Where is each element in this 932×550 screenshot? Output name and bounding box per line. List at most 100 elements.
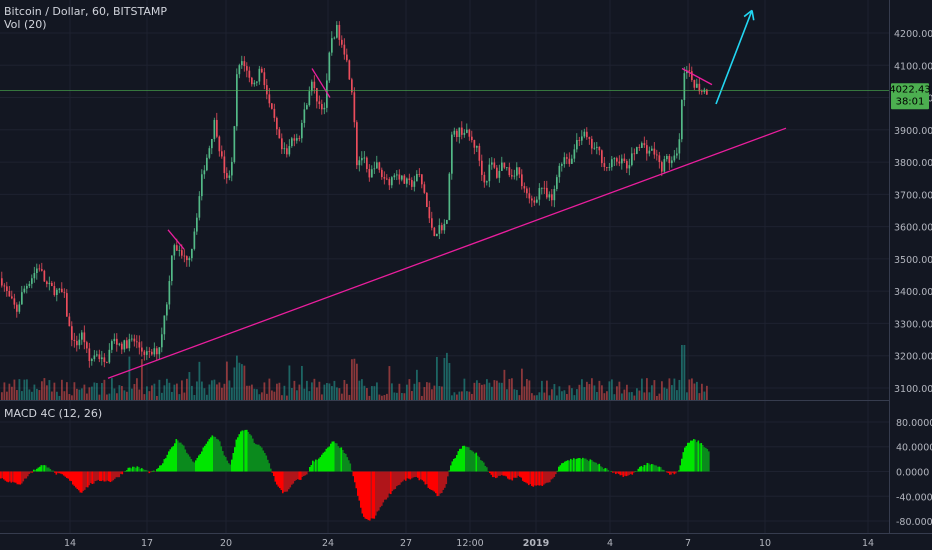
volume-bar	[668, 378, 671, 400]
macd-bar	[288, 471, 290, 490]
macd-bar	[18, 471, 20, 485]
projection-arrow-head[interactable]	[743, 9, 753, 18]
macd-bar	[699, 443, 701, 472]
candle-body	[571, 158, 573, 164]
macd-bar	[673, 471, 676, 475]
macd-bar	[330, 443, 332, 472]
volume-bar	[676, 390, 678, 400]
volume-bar	[391, 383, 393, 400]
volume-legend[interactable]: Vol (20)	[4, 18, 47, 31]
candle-body	[431, 218, 433, 228]
time-tick-label: 4	[607, 538, 613, 549]
volume-bar	[501, 382, 503, 400]
macd-bar	[513, 471, 515, 478]
volume-bar	[28, 389, 31, 400]
volume-bar	[561, 391, 563, 400]
candle-body	[113, 338, 116, 342]
macd-bar	[618, 471, 620, 474]
projection-arrow-shaft[interactable]	[715, 10, 753, 105]
macd-bar	[361, 471, 364, 514]
macd-bar	[628, 471, 631, 475]
candle-body	[3, 285, 6, 287]
volume-bar	[331, 386, 333, 400]
trendline[interactable]	[107, 127, 787, 379]
macd-bar	[190, 459, 193, 472]
volume-bar	[336, 387, 338, 400]
volume-bar	[278, 382, 281, 400]
macd-bar	[666, 471, 668, 473]
macd-bar	[216, 438, 218, 472]
candle-body	[296, 138, 298, 141]
volume-bar	[396, 392, 398, 400]
volume-bar	[133, 384, 136, 400]
macd-bar	[39, 466, 41, 472]
volume-bar	[23, 379, 26, 400]
candle-body	[371, 169, 373, 178]
macd-bar	[150, 471, 152, 473]
volume-bar	[383, 395, 386, 400]
candle-body	[583, 131, 586, 137]
candle-body	[596, 146, 598, 148]
macd-bar	[204, 445, 206, 472]
candle-body	[228, 175, 231, 178]
volume-bar	[678, 379, 681, 400]
candle-body	[318, 101, 321, 105]
trendline[interactable]	[681, 67, 713, 86]
projection-arrow-head[interactable]	[751, 10, 755, 21]
trendline-drawings[interactable]	[107, 9, 787, 379]
candle-body	[261, 68, 263, 73]
macd-bar	[192, 461, 194, 472]
macd-bar	[367, 471, 370, 521]
volume-bar	[63, 391, 66, 400]
candle-body	[81, 332, 83, 340]
macd-bar	[535, 471, 538, 486]
macd-bar	[34, 469, 37, 472]
macd-bar	[223, 455, 226, 472]
candle-body	[111, 341, 113, 350]
macd-bar	[528, 471, 530, 486]
macd-bar	[303, 471, 305, 477]
volume-bar	[291, 387, 293, 400]
macd-bar	[556, 470, 559, 472]
volume-bar	[226, 361, 228, 400]
candle-body	[308, 91, 311, 106]
time-axis[interactable]: 14 17 20 24 27 12:00 2019 4 7 10 14	[64, 538, 874, 549]
macd-axis[interactable]: 80.0000 40.0000 0.0000 -40.0000 -80.0000	[896, 418, 932, 528]
volume-bar	[483, 384, 486, 400]
macd-bar	[685, 445, 688, 472]
candle-body	[563, 157, 566, 165]
macd-bar	[54, 471, 56, 473]
macd-bar	[570, 458, 572, 472]
volume-bar	[583, 387, 586, 400]
volume-bar	[431, 389, 433, 400]
candle-body	[53, 286, 56, 296]
macd-bar	[363, 471, 365, 517]
macd-legend[interactable]: MACD 4C (12, 26)	[4, 407, 103, 420]
macd-bar	[241, 430, 244, 472]
candle-body	[568, 158, 571, 164]
candle-body	[236, 74, 238, 127]
macd-bar	[595, 462, 598, 472]
macd-bar	[646, 462, 649, 472]
trendline[interactable]	[167, 229, 185, 250]
candle-body	[546, 187, 548, 198]
candle-body	[421, 174, 423, 185]
macd-bar	[510, 471, 512, 480]
volume-bar	[471, 393, 473, 400]
macd-bar	[96, 471, 98, 481]
macd-bar	[79, 471, 82, 493]
macd-bar	[438, 471, 440, 496]
macd-bar	[81, 471, 83, 493]
macd-bar	[300, 471, 302, 480]
chart-title[interactable]: Bitcoin / Dollar, 60, BITSTAMP	[4, 5, 167, 18]
macd-bar	[600, 466, 602, 472]
trendline[interactable]	[311, 68, 331, 98]
volume-bar	[198, 361, 201, 400]
candle-body	[321, 104, 323, 110]
candle-body	[176, 245, 178, 251]
candle-body	[693, 79, 696, 88]
macd-bar	[151, 470, 154, 472]
volume-bar	[481, 384, 483, 400]
macd-bar	[483, 462, 485, 472]
